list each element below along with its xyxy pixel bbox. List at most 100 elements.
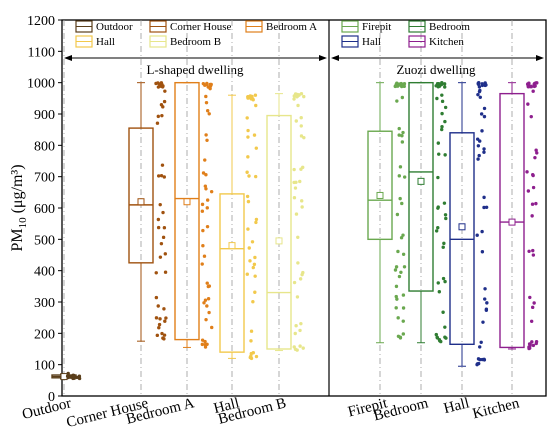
y-axis-label-main: PM <box>9 228 26 251</box>
data-point <box>476 157 480 161</box>
y-tick-label: 200 <box>34 327 55 342</box>
data-point <box>400 140 405 144</box>
data-point <box>248 259 252 263</box>
box-iqr <box>499 92 525 349</box>
y-tick-label: 0 <box>48 390 55 405</box>
data-point <box>163 319 167 323</box>
data-point <box>246 135 250 139</box>
data-point <box>528 344 532 348</box>
data-point <box>440 93 444 97</box>
data-point <box>527 346 531 351</box>
data-point <box>401 293 406 297</box>
legend-item: Firepit <box>341 20 391 33</box>
data-point <box>200 262 204 266</box>
data-point <box>443 85 447 89</box>
data-point <box>204 317 208 322</box>
data-point <box>205 198 210 202</box>
box-iqr <box>367 130 393 241</box>
data-point <box>206 284 210 289</box>
y-axis-label-unit: (μg/m³) <box>9 164 26 217</box>
data-point <box>161 210 165 215</box>
data-point <box>293 331 297 336</box>
data-point <box>532 301 536 305</box>
data-point <box>530 305 535 310</box>
data-point <box>397 126 401 131</box>
data-point <box>296 235 300 240</box>
box-iqr <box>128 127 154 264</box>
data-point <box>246 128 250 133</box>
data-point <box>475 233 479 237</box>
data-point <box>249 329 254 333</box>
data-point <box>401 233 405 237</box>
data-point <box>245 116 249 120</box>
data-point <box>292 167 296 172</box>
data-point <box>203 184 208 188</box>
data-point <box>534 148 538 152</box>
data-point <box>478 95 482 99</box>
data-point <box>204 100 209 105</box>
legend-label: Hall <box>362 36 381 48</box>
data-point <box>205 304 209 308</box>
data-point <box>475 362 480 366</box>
data-point <box>208 86 212 91</box>
data-point <box>209 189 214 194</box>
data-point <box>482 205 486 210</box>
data-point <box>251 300 255 304</box>
data-point <box>478 345 482 349</box>
data-point <box>444 336 448 340</box>
data-point <box>204 187 208 191</box>
data-point <box>156 81 160 85</box>
data-point <box>399 270 403 274</box>
data-point <box>159 241 164 246</box>
data-point <box>436 281 440 285</box>
data-point <box>401 130 405 135</box>
y-axis-label-sub: 10 <box>17 217 29 229</box>
data-point <box>530 340 534 344</box>
data-point <box>156 217 161 222</box>
data-point <box>69 375 73 379</box>
data-point <box>298 179 302 184</box>
data-point <box>200 202 205 207</box>
data-point <box>157 326 161 330</box>
data-point <box>200 338 205 342</box>
data-point <box>300 272 304 277</box>
data-point <box>160 113 164 118</box>
data-point <box>296 103 300 108</box>
data-point <box>247 95 252 100</box>
data-point <box>442 82 447 86</box>
data-point <box>249 354 253 358</box>
data-point <box>480 82 484 86</box>
data-point <box>402 84 406 89</box>
data-point <box>397 274 402 279</box>
legend-label: Outdoor <box>96 21 133 33</box>
data-point <box>443 325 447 329</box>
data-point <box>154 295 159 300</box>
data-point <box>441 276 446 281</box>
data-point <box>158 202 162 207</box>
data-point <box>292 195 297 200</box>
data-point <box>162 337 166 341</box>
data-point <box>399 236 404 240</box>
data-point <box>394 306 398 310</box>
mean-marker <box>376 191 384 199</box>
data-point <box>395 99 399 103</box>
data-point <box>250 240 255 244</box>
data-point <box>440 111 444 116</box>
data-point <box>478 357 482 362</box>
y-tick-label: 700 <box>34 171 55 186</box>
left-panel-label: L-shaped dwelling <box>146 62 244 77</box>
box-firepit <box>367 82 393 344</box>
data-point <box>528 295 532 300</box>
y-axis-ticks: 0 100 200 300 400 500 600 700 800 900 1000 1100 1200 <box>27 14 62 405</box>
data-point <box>400 95 405 100</box>
data-point <box>393 84 397 89</box>
mean-marker <box>275 237 283 245</box>
legend-item: Kitchen <box>408 35 464 48</box>
data-point <box>483 287 487 291</box>
data-point <box>394 284 399 289</box>
data-point <box>202 254 207 258</box>
data-point <box>398 165 403 169</box>
y-tick-label: 1200 <box>27 14 55 29</box>
arrowhead-left-1 <box>64 55 72 61</box>
box-kitchen <box>499 82 525 350</box>
